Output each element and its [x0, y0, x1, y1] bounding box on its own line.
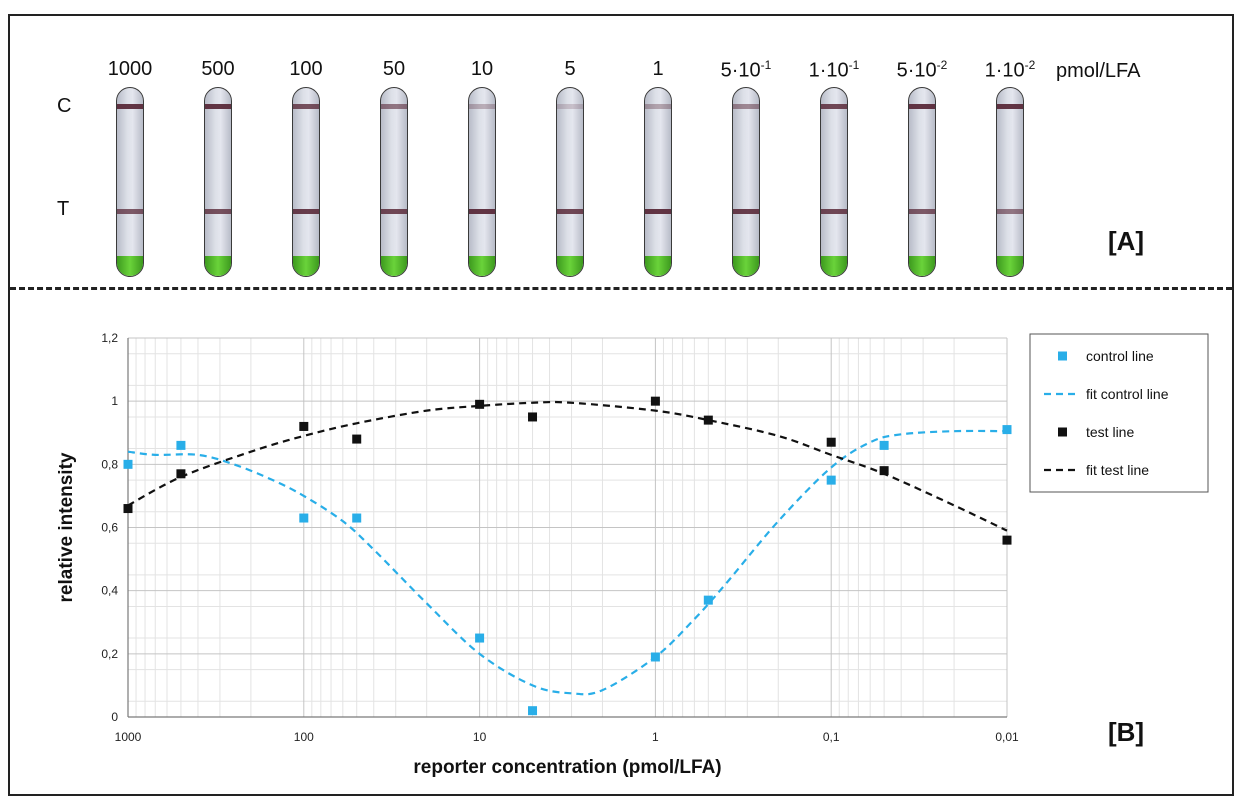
legend-label: control line [1086, 348, 1154, 364]
y-tick-label: 0,6 [101, 521, 118, 535]
legend-label: fit control line [1086, 386, 1169, 402]
y-axis-label: relative intensity [56, 452, 77, 602]
test-line-point [827, 438, 836, 447]
x-tick-label: 0,1 [823, 730, 840, 744]
x-tick-label: 1 [652, 730, 659, 744]
y-tick-label: 0,2 [101, 647, 118, 661]
control-line-point [827, 476, 836, 485]
x-tick-label: 10 [473, 730, 487, 744]
test-line-point [176, 469, 185, 478]
test-line-point [704, 416, 713, 425]
legend-swatch [1058, 352, 1067, 361]
y-tick-label: 0 [111, 710, 118, 724]
test-line-point [651, 397, 660, 406]
control-line-point [880, 441, 889, 450]
x-tick-label: 0,01 [995, 730, 1019, 744]
y-tick-label: 1,2 [101, 331, 118, 345]
test-line-point [299, 422, 308, 431]
test-line-point [124, 504, 133, 513]
x-axis-label: reporter concentration (pmol/LFA) [413, 757, 721, 778]
test-line-point [475, 400, 484, 409]
y-tick-label: 0,8 [101, 457, 118, 471]
control-line-point [124, 460, 133, 469]
control-line-point [299, 514, 308, 523]
test-line-point [528, 412, 537, 421]
control-line-point [176, 441, 185, 450]
test-line-point [880, 466, 889, 475]
legend-label: fit test line [1086, 462, 1149, 478]
control-line-point [528, 706, 537, 715]
test-line-point [1003, 536, 1012, 545]
test-line-point [352, 435, 361, 444]
control-line-point [704, 596, 713, 605]
legend-label: test line [1086, 424, 1134, 440]
control-line-point [352, 514, 361, 523]
x-tick-label: 100 [294, 730, 314, 744]
control-line-point [1003, 425, 1012, 434]
y-tick-label: 0,4 [101, 584, 118, 598]
legend-swatch [1058, 428, 1067, 437]
control-line-point [651, 652, 660, 661]
control-line-point [475, 634, 484, 643]
y-tick-label: 1 [111, 394, 118, 408]
x-tick-label: 1000 [115, 730, 142, 744]
